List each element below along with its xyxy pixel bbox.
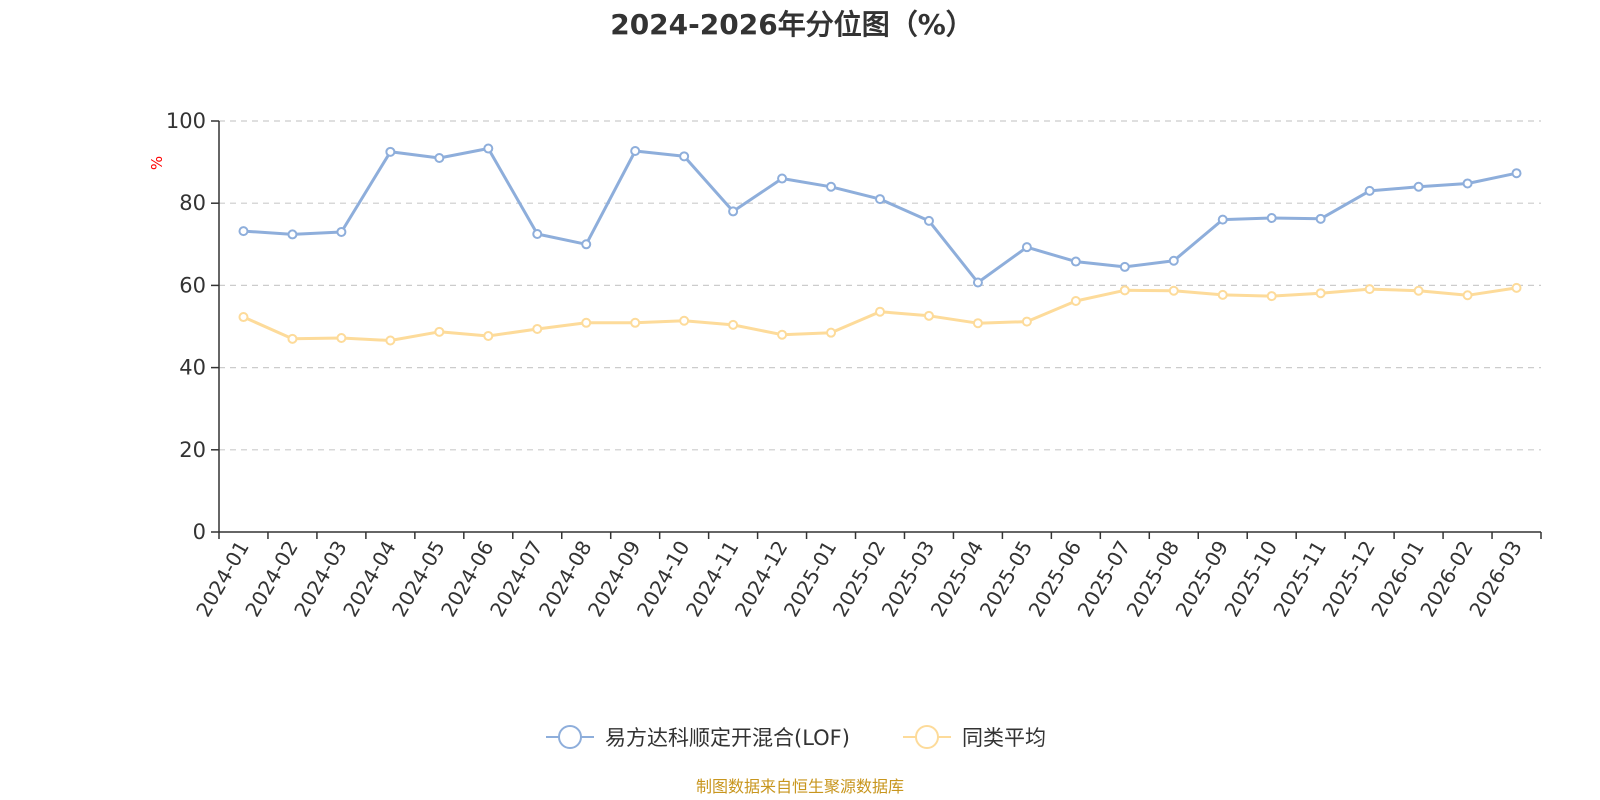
series-line-1 <box>243 147 1517 284</box>
data-point <box>1217 214 1228 225</box>
data-point <box>1119 261 1130 272</box>
data-point <box>385 146 396 157</box>
data-point <box>1021 242 1032 253</box>
data-point <box>1511 168 1522 179</box>
data-point <box>1070 256 1081 267</box>
legend-item-2: 同类平均 <box>903 725 1046 750</box>
legend-label: 同类平均 <box>962 726 1046 750</box>
data-point <box>1413 285 1424 296</box>
data-point <box>875 194 885 205</box>
data-point <box>679 315 690 326</box>
series-lines <box>238 143 1522 346</box>
data-point <box>777 329 788 340</box>
series-2 <box>238 282 1522 346</box>
grid-lines <box>219 120 1541 451</box>
legend: 易方达科顺定开混合(LOF) 同类平均 <box>546 725 1046 750</box>
y-tick-label-60: 60 <box>179 273 206 297</box>
data-point <box>728 319 739 330</box>
data-point <box>336 333 347 344</box>
data-point <box>1168 285 1179 296</box>
data-point <box>1217 289 1228 300</box>
series-1 <box>238 143 1522 288</box>
legend-item-1: 易方达科顺定开混合(LOF) <box>546 725 850 750</box>
data-point <box>1413 181 1424 192</box>
data-point <box>777 173 788 184</box>
data-point <box>581 239 592 250</box>
data-point <box>434 152 445 163</box>
data-point <box>972 318 983 329</box>
data-point <box>581 317 592 328</box>
data-point <box>1266 212 1277 223</box>
data-point <box>1364 284 1375 295</box>
data-point <box>532 323 543 334</box>
data-point <box>923 310 934 321</box>
data-point <box>679 151 690 162</box>
y-tick-label-40: 40 <box>179 356 206 380</box>
y-tick-label-100: 100 <box>166 109 206 133</box>
y-tick-label-0: 0 <box>193 520 206 544</box>
data-point <box>1315 213 1326 224</box>
data-point <box>875 306 885 317</box>
data-point <box>1021 316 1032 327</box>
data-point <box>972 277 983 288</box>
legend-marker <box>558 725 582 749</box>
y-axis-unit-label: % <box>148 156 166 170</box>
data-point <box>1168 255 1179 266</box>
data-point <box>238 226 249 237</box>
data-point <box>826 181 837 192</box>
data-point <box>630 146 641 157</box>
data-point <box>826 327 837 338</box>
data-point <box>238 312 249 323</box>
data-point <box>1315 288 1326 299</box>
axes: 0204060801002024-012024-022024-032024-04… <box>166 109 1542 621</box>
data-point <box>630 317 641 328</box>
data-point <box>287 229 298 240</box>
data-point <box>434 326 445 337</box>
data-point <box>923 215 934 226</box>
y-tick-label-20: 20 <box>179 438 206 462</box>
y-tick-label-80: 80 <box>179 191 206 215</box>
chart-title: 2024-2026年分位图（%） <box>610 8 974 41</box>
data-point <box>532 229 543 240</box>
data-point <box>1462 178 1473 189</box>
data-point <box>1266 291 1277 302</box>
data-point <box>483 143 494 154</box>
data-point <box>483 330 494 341</box>
data-point <box>336 226 347 237</box>
data-point <box>1119 285 1130 296</box>
data-point <box>1070 296 1081 307</box>
legend-label: 易方达科顺定开混合(LOF) <box>605 726 850 750</box>
data-point <box>728 206 739 217</box>
legend-marker <box>915 725 939 749</box>
source-footnote: 制图数据来自恒生聚源数据库 <box>696 777 904 796</box>
data-point <box>1364 185 1375 196</box>
data-point <box>287 333 298 344</box>
data-point <box>1511 282 1522 293</box>
data-point <box>1462 290 1473 301</box>
data-point <box>385 335 396 346</box>
